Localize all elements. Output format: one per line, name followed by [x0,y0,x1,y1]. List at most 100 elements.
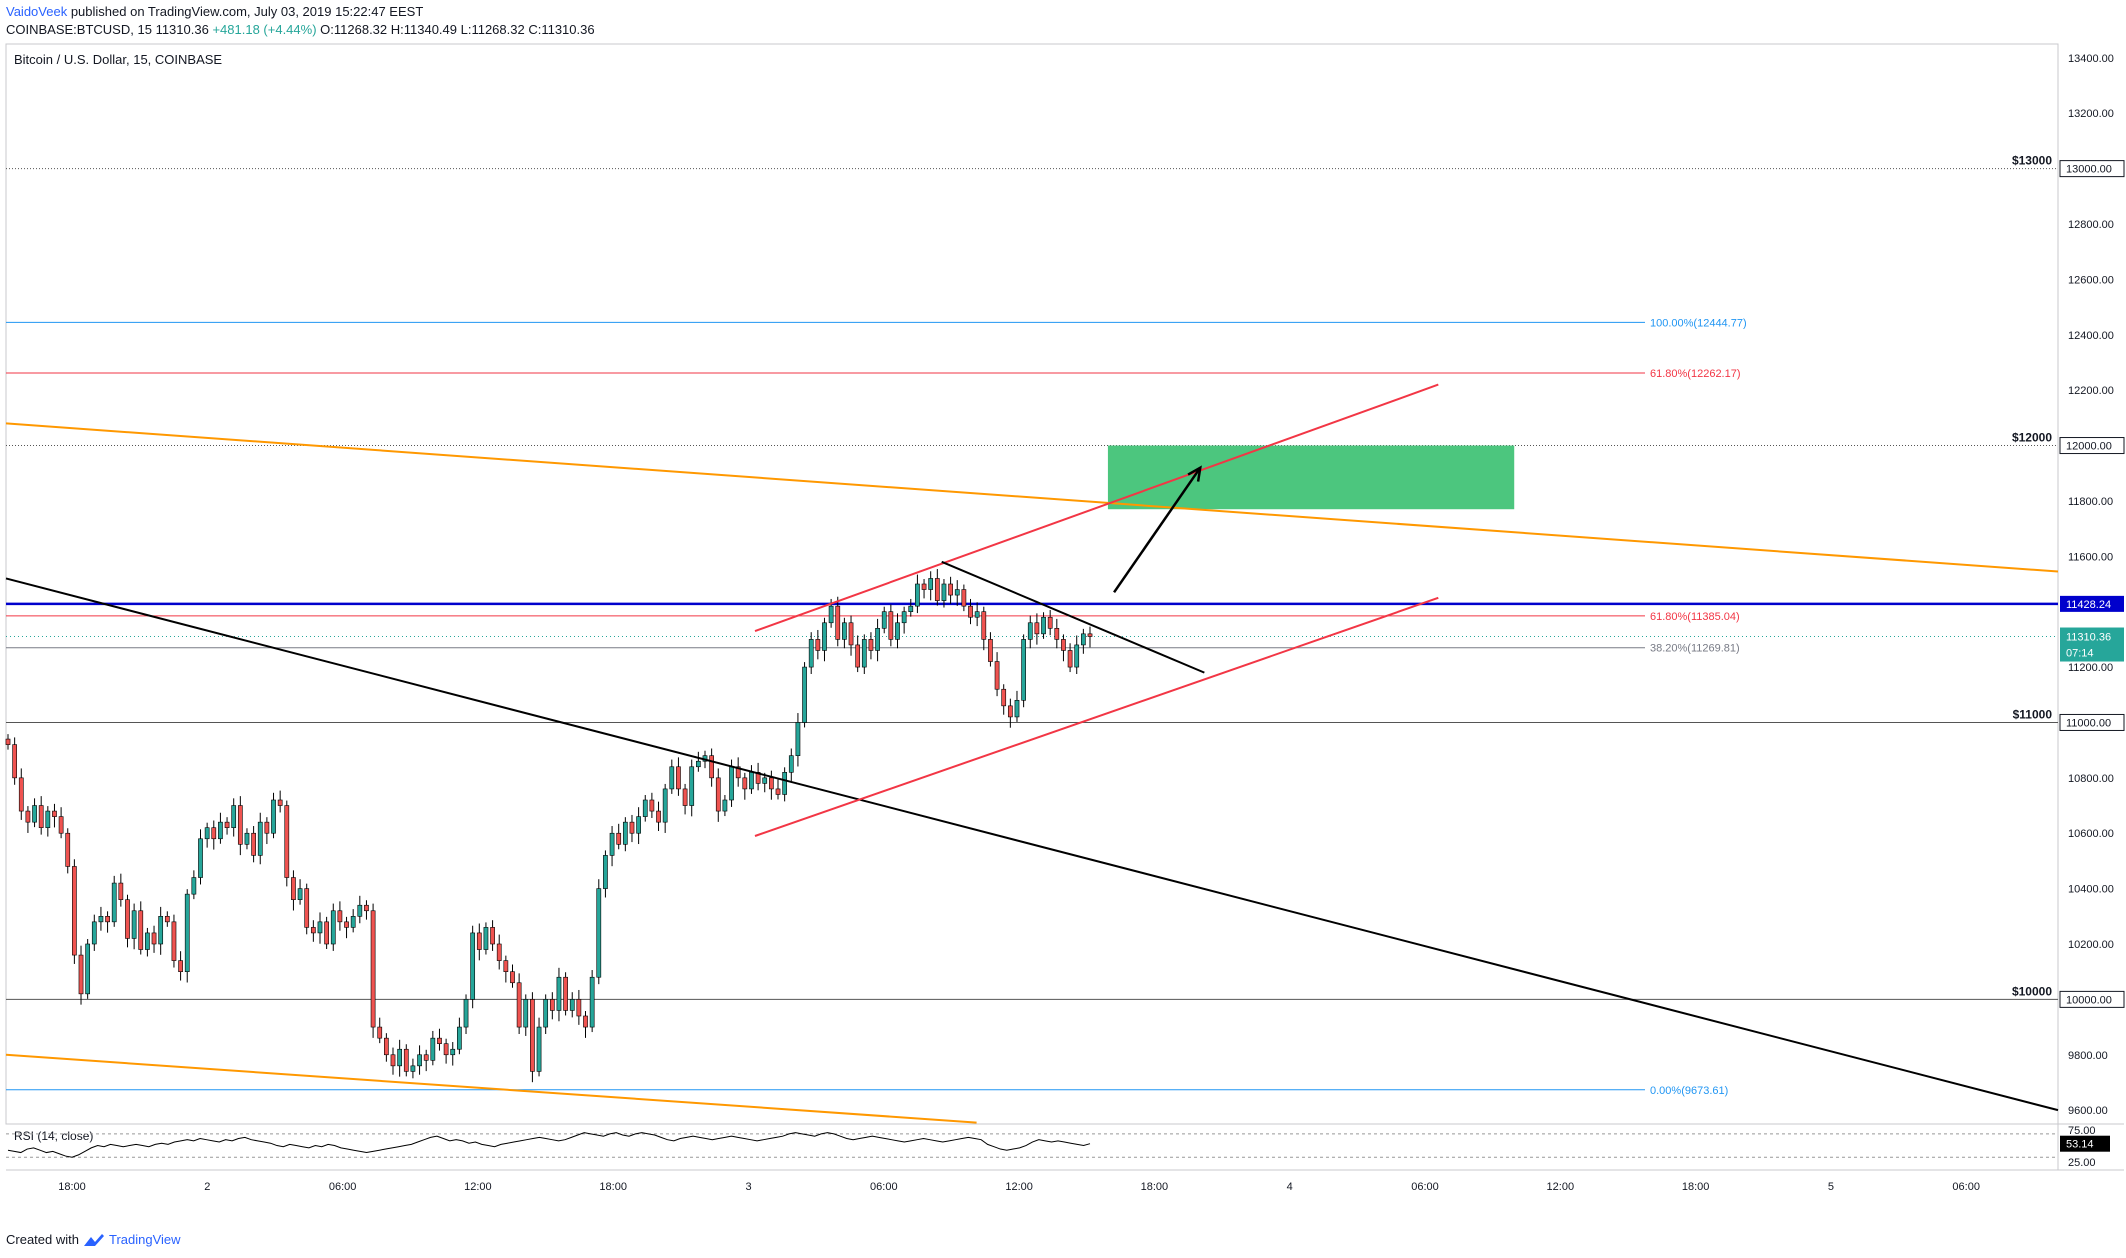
last-price: 11310.36 [155,22,209,37]
candle-body [928,578,934,590]
candle-body [589,976,595,1028]
x-tick-label: 12:00 [1005,1181,1033,1193]
candle-body [662,788,668,823]
candle-body [510,971,515,984]
candle-body [18,777,24,812]
candle-body [65,832,71,867]
candle-body [450,1048,456,1056]
candle-body [1054,628,1060,640]
candle-body [676,766,681,790]
candle-body [151,932,157,945]
black-short-resistance-trendline[interactable] [941,560,1205,674]
candle-body [297,888,303,900]
x-tick-label: 3 [745,1181,751,1193]
tradingview-logo-icon [83,1233,104,1246]
price-level-axis-label: 12000.00 [2066,441,2112,453]
rsi-axis-tick: 75.00 [2068,1125,2096,1137]
candle-body [32,805,37,823]
fib-level-label: 0.00%(9673.61) [1650,1085,1728,1097]
candle-body [178,960,183,972]
tradingview-brand[interactable]: TradingView [108,1232,181,1247]
price-change: +481.18 (+4.44%) [212,22,317,37]
candle-body [609,832,615,856]
candle-body [198,838,203,878]
projection-arrow-head [1187,465,1202,482]
candle-body [988,639,993,662]
candle-body [105,916,110,923]
candle-body [861,639,867,668]
candle-body [496,943,502,961]
fib-level-label: 100.00%(12444.77) [1650,317,1747,329]
candle-body [921,583,927,590]
x-tick-label: 5 [1828,1181,1834,1193]
candle-body [888,611,894,640]
candle-body [1067,650,1073,668]
candle-body [437,1037,442,1044]
fib-level-label: 38.20%(11269.81) [1650,643,1740,655]
candle-body [948,583,953,596]
candle-body [762,777,768,784]
candle-body [656,810,661,823]
red-channel-lower-trendline[interactable] [754,596,1439,837]
price-level-axis-badge [2059,437,2125,455]
target-zone[interactable] [1107,445,1515,510]
candle-body [543,999,549,1028]
x-tick-label: 4 [1287,1181,1293,1193]
candle-body [58,816,64,834]
candle-body [549,999,555,1011]
candle-body [895,622,900,640]
author-link[interactable]: VaidoVeek [6,4,68,19]
candle-body [622,821,628,845]
y-tick-label: 12800.00 [2068,219,2114,231]
candle-body [171,921,177,961]
price-level-axis-badge [2059,713,2125,731]
y-tick-label: 12600.00 [2068,274,2114,286]
rsi-axis-tick: 25.00 [2068,1157,2096,1169]
price-chart[interactable]: Bitcoin / U.S. Dollar, 15, COINBASE $130… [0,0,2126,1210]
candle-body [304,888,310,928]
candle-body [822,622,827,651]
fib-level-label: 61.80%(11385.04) [1650,611,1740,623]
candle-body [257,821,263,856]
candle-body [974,611,980,618]
orange-resistance-upper-trendline[interactable] [5,422,2059,573]
price-level-label: $13000 [2012,154,2052,168]
candle-body [1061,639,1066,651]
orange-support-lower-trendline[interactable] [5,1053,977,1124]
y-tick-label: 11200.00 [2068,662,2113,674]
candle-body [184,893,190,972]
candle-body [848,622,854,646]
candle-body [277,799,283,806]
candle-body [775,788,781,795]
x-tick-label: 12:00 [1547,1181,1575,1193]
y-tick-label: 10800.00 [2068,773,2114,785]
main-pane-frame [5,43,2059,1125]
candle-body [901,611,907,624]
candle-body [828,605,834,624]
red-channel-upper-trendline[interactable] [754,383,1439,633]
candle-body [715,777,721,812]
candle-body [91,921,97,945]
y-tick-label: 9600.00 [2068,1105,2108,1117]
candle-body [968,605,973,618]
x-tick-label: 06:00 [329,1181,357,1193]
candle-body [211,827,217,840]
candle-body [145,932,150,950]
y-tick-label: 10600.00 [2068,828,2114,840]
candle-body [795,722,801,756]
black-descending-long-trendline[interactable] [5,577,2059,1112]
candle-body [244,832,250,845]
candle-body [536,1026,542,1072]
candle-body [842,622,847,640]
candle-body [324,921,329,945]
x-tick-label: 18:00 [1682,1181,1710,1193]
y-tick-label: 11600.00 [2068,551,2113,563]
y-tick-label: 9800.00 [2068,1050,2108,1062]
candle-body [682,788,688,806]
candle-body [476,932,482,950]
symbol-info: COINBASE:BTCUSD, 15 11310.36 +481.18 (+4… [6,22,595,37]
candle-body [45,810,51,828]
candle-body [118,882,124,900]
x-tick-label: 06:00 [1411,1181,1439,1193]
projection-arrow[interactable] [1113,466,1202,594]
